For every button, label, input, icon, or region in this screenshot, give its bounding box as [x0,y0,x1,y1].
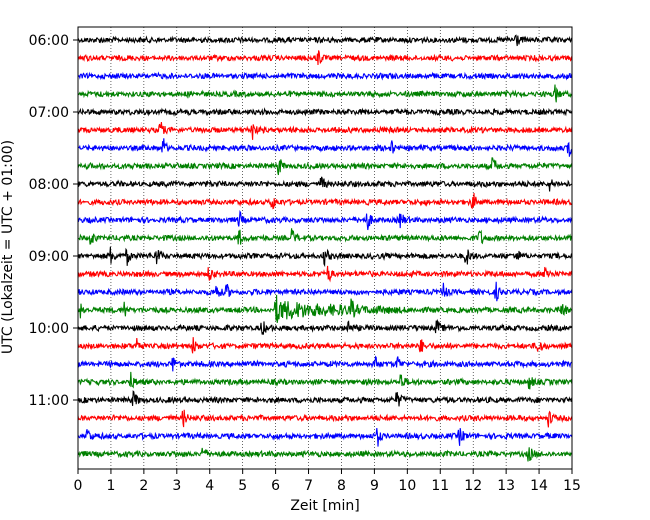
y-tick-label: 06:00 [29,33,69,49]
x-tick-label: 13 [497,478,515,494]
x-axis-label: Zeit [min] [290,498,359,514]
trace-row-23 [77,447,572,462]
y-tick-label: 08:00 [29,177,69,193]
x-tick-label: 3 [172,478,181,494]
y-axis-ticks: 06:00 07:00 08:00 09:00 10:00 11:00 [29,33,78,409]
y-axis-label: UTC (Lokalzeit = UTC + 01:00) [0,140,16,354]
y-tick-label: 10:00 [29,321,69,337]
x-tick-label: 4 [205,478,214,494]
trace-row-16 [77,318,573,335]
x-tick-label: 9 [370,478,379,494]
trace-row-22 [77,427,573,447]
y-tick-label: 07:00 [29,105,69,121]
trace-row-12 [77,246,573,268]
trace-row-6 [77,138,573,157]
x-tick-label: 10 [398,478,416,494]
plot-frame [77,26,573,470]
trace-row-4 [77,107,573,117]
x-tick-label: 1 [106,478,115,494]
trace-row-1 [77,50,573,66]
x-tick-label: 0 [74,478,83,494]
trace-row-3 [77,84,573,103]
x-tick-label: 15 [563,478,581,494]
x-tick-label: 8 [337,478,346,494]
trace-row-17 [77,337,573,354]
trace-row-5 [77,122,573,140]
trace-row-20 [77,390,573,407]
x-tick-label: 6 [271,478,280,494]
x-tick-label: 7 [304,478,313,494]
y-tick-label: 09:00 [29,249,69,265]
trace-row-21 [77,409,573,428]
x-axis-ticks: 0 1 2 3 4 5 6 7 8 9 10 11 12 13 14 15 [74,469,581,494]
trace-row-2 [77,71,573,81]
x-tick-label: 5 [238,478,247,494]
trace-rows [77,34,573,462]
trace-row-8 [77,176,573,192]
x-tick-label: 14 [530,478,548,494]
trace-row-19 [77,371,573,390]
y-tick-label: 11:00 [29,393,69,409]
trace-row-10 [77,210,573,231]
trace-row-7 [77,157,573,176]
trace-row-11 [78,228,573,245]
trace-row-18 [77,355,572,372]
trace-row-14 [77,281,573,302]
x-tick-label: 11 [431,478,449,494]
trace-row-9 [77,192,572,210]
trace-row-0 [77,34,573,47]
trace-row-13 [77,265,573,283]
x-tick-label: 2 [139,478,148,494]
trace-row-15 [77,294,573,323]
x-tick-label: 12 [464,478,482,494]
